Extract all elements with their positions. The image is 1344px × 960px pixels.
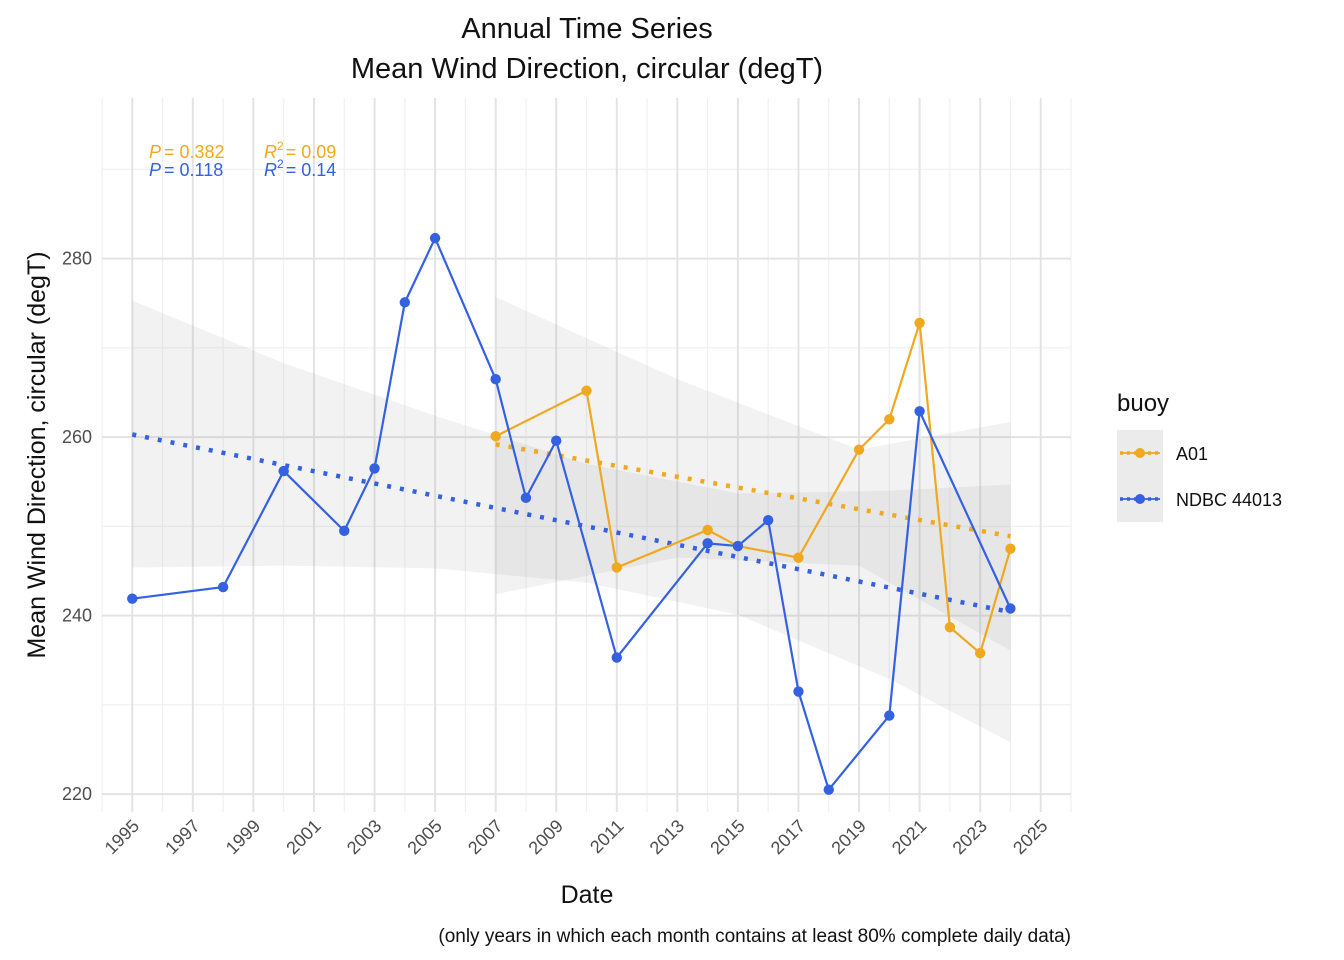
data-point [914, 406, 925, 417]
data-point [490, 431, 501, 442]
data-point [793, 552, 804, 563]
x-tick-label: 1999 [222, 816, 264, 858]
data-point [884, 710, 895, 721]
y-tick-label: 260 [62, 427, 92, 447]
data-point [490, 373, 501, 385]
data-point [127, 593, 138, 604]
chart-subtitle: Mean Wind Direction, circular (degT) [351, 53, 823, 85]
x-tick-label: 1995 [101, 816, 143, 858]
x-tick-label: 2021 [888, 816, 930, 858]
x-tick-label: 2001 [282, 816, 324, 858]
trend-line-1 [495, 442, 1011, 539]
y-axis-title: Mean Wind Direction, circular (degT) [23, 251, 51, 658]
data-point [793, 686, 804, 697]
data-point [339, 525, 350, 537]
data-point [974, 647, 986, 659]
data-point [581, 385, 592, 396]
data-point [611, 562, 622, 573]
data-point [217, 581, 229, 593]
x-tick-label: 2005 [403, 816, 445, 858]
data-point [611, 652, 622, 663]
major-gridlines [102, 98, 1071, 812]
data-point [702, 538, 713, 549]
chart-title: Annual Time Series [461, 13, 712, 45]
confidence-band-1 [495, 297, 1011, 651]
data-point [551, 435, 562, 446]
data-point [914, 317, 925, 329]
data-point [823, 784, 834, 795]
legend-key-point [1135, 494, 1145, 504]
regression-stats: P = 0.382 R2 = 0.09P = 0.118 R2 = 0.14 [149, 139, 336, 180]
confidence-bands [132, 297, 1011, 743]
confidence-band-2 [132, 300, 1011, 743]
x-tick-label: 2009 [525, 816, 567, 858]
x-tick-label: 2015 [706, 816, 748, 858]
data-point [399, 297, 411, 308]
x-tick-label: 2011 [586, 816, 628, 858]
legend-title: buoy [1117, 390, 1169, 417]
series-line-1 [495, 321, 1012, 655]
data-point [702, 524, 713, 536]
x-tick-label: 2023 [949, 816, 991, 858]
legend-item-1: A01 [1117, 430, 1208, 476]
series-points [127, 232, 1016, 795]
x-tick-label: 2019 [827, 816, 869, 858]
x-tick-label: 2017 [767, 816, 809, 858]
stats-annotation-2: P = 0.118 R2 = 0.14 [149, 157, 336, 180]
y-tick-label: 240 [62, 606, 92, 626]
y-tick-labels: 220 240 260 280 [62, 249, 92, 805]
x-tick-label: 2025 [1009, 816, 1051, 858]
x-tick-label: 2013 [646, 816, 688, 858]
data-point [1005, 543, 1016, 554]
data-point [1005, 603, 1016, 614]
x-tick-labels: 1995 1997 1999 2001 2003 2005 2007 2009 2011 2013… [101, 816, 1052, 858]
stats-annotation-1: P = 0.382 R2 = 0.09 [149, 139, 336, 162]
data-point [944, 622, 956, 633]
x-tick-label: 2003 [343, 816, 385, 858]
x-tick-label: 2007 [464, 816, 506, 858]
caption: (only years in which each month contains… [438, 926, 1071, 947]
legend-label: NDBC 44013 [1176, 490, 1282, 510]
data-point [853, 444, 865, 455]
x-axis-title: Date [561, 881, 614, 909]
legend: buoy A01 NDBC 44013 [1117, 390, 1282, 522]
data-point [369, 463, 380, 474]
trend-lines [131, 432, 1011, 615]
data-point [884, 414, 895, 425]
legend-key-point [1135, 448, 1145, 458]
data-point [278, 465, 289, 477]
legend-item-2: NDBC 44013 [1117, 476, 1282, 522]
minor-gridlines [101, 98, 1072, 812]
data-point [520, 492, 532, 504]
data-point [762, 514, 774, 526]
x-tick-label: 1997 [161, 816, 203, 858]
data-point [429, 232, 441, 244]
data-point [732, 540, 744, 552]
legend-label: A01 [1176, 444, 1208, 464]
y-tick-label: 220 [62, 784, 92, 804]
y-tick-label: 280 [62, 249, 92, 269]
